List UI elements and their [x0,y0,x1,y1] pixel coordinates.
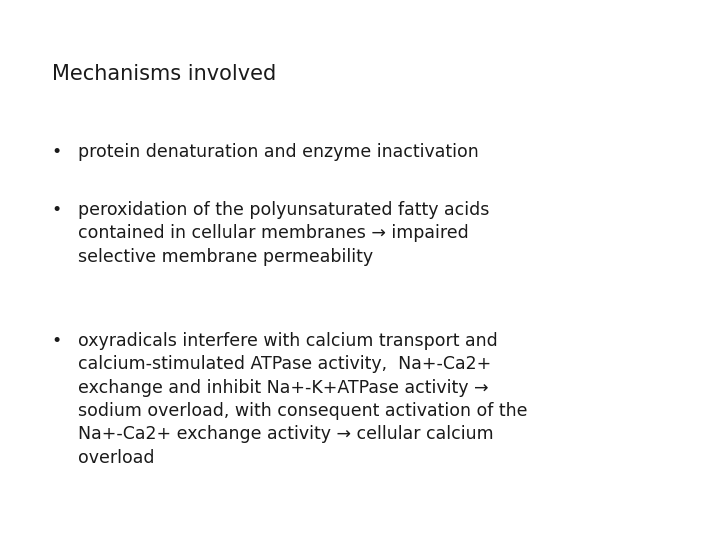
Text: Mechanisms involved: Mechanisms involved [52,64,276,84]
Text: protein denaturation and enzyme inactivation: protein denaturation and enzyme inactiva… [78,143,479,161]
Text: oxyradicals interfere with calcium transport and
calcium-stimulated ATPase activ: oxyradicals interfere with calcium trans… [78,332,527,467]
Text: peroxidation of the polyunsaturated fatty acids
contained in cellular membranes : peroxidation of the polyunsaturated fatt… [78,201,489,266]
Text: •: • [52,143,62,161]
Text: •: • [52,201,62,219]
Text: •: • [52,332,62,350]
